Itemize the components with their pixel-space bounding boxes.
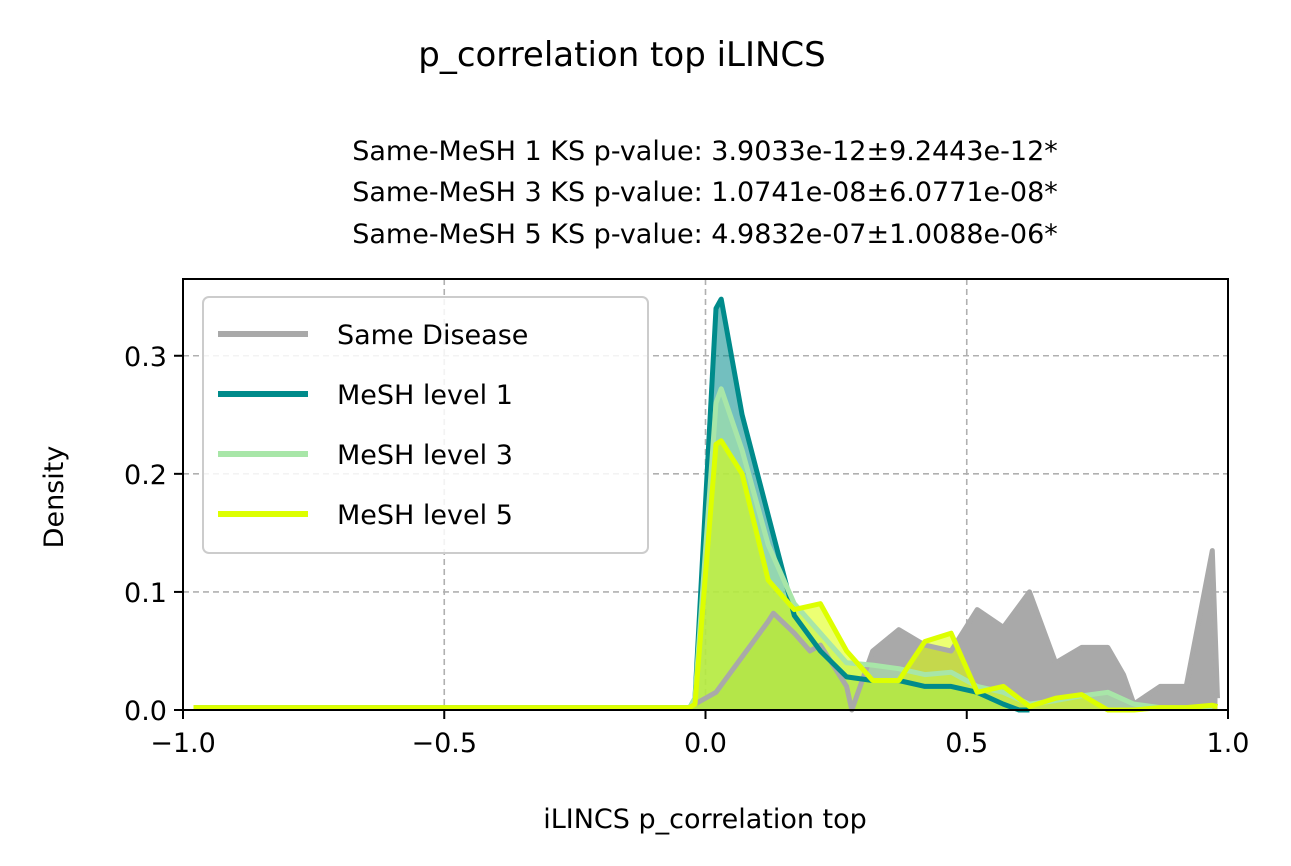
subtitle-line-3: Same-MeSH 5 KS p-value: 4.9832e-07±1.008…: [352, 219, 1058, 250]
legend-label-1: Same Disease: [337, 320, 528, 351]
y-tick-label-3: 0.3: [124, 342, 167, 373]
legend: Same Disease MeSH level 1 MeSH level 3 MeSH…: [202, 296, 649, 554]
legend-label-3: MeSH level 3: [337, 440, 513, 471]
y-tick-label-1: 0.1: [124, 578, 167, 609]
x-axis-ticks: −1.0 −0.5 0.0 0.5 1.0: [150, 710, 1249, 759]
subtitle-line-1: Same-MeSH 1 KS p-value: 3.9033e-12±9.244…: [352, 136, 1058, 167]
x-tick-label-2: 0.0: [684, 728, 727, 759]
chart-title: p_correlation top iLINCS: [418, 35, 826, 75]
series-line-1: [193, 548, 1220, 713]
x-tick-label-4: 1.0: [1207, 728, 1250, 759]
y-tick-label-2: 0.2: [124, 460, 167, 491]
legend-label-2: MeSH level 1: [337, 380, 513, 411]
legend-box: [202, 296, 649, 554]
legend-label-4: MeSH level 5: [337, 500, 513, 531]
y-tick-label-0: 0.0: [124, 696, 167, 727]
x-tick-label-0: −1.0: [150, 728, 216, 759]
series-line-2: [193, 296, 1030, 713]
y-axis-label: Density: [39, 446, 70, 549]
series-line-3: [193, 386, 1213, 711]
x-axis-label: iLINCS p_correlation top: [543, 804, 867, 835]
x-tick-label-1: −0.5: [411, 728, 477, 759]
x-tick-label-3: 0.5: [945, 728, 988, 759]
subtitle-line-2: Same-MeSH 3 KS p-value: 1.0741e-08±6.077…: [352, 177, 1058, 208]
y-axis-ticks: 0.0 0.1 0.2 0.3: [124, 342, 183, 727]
